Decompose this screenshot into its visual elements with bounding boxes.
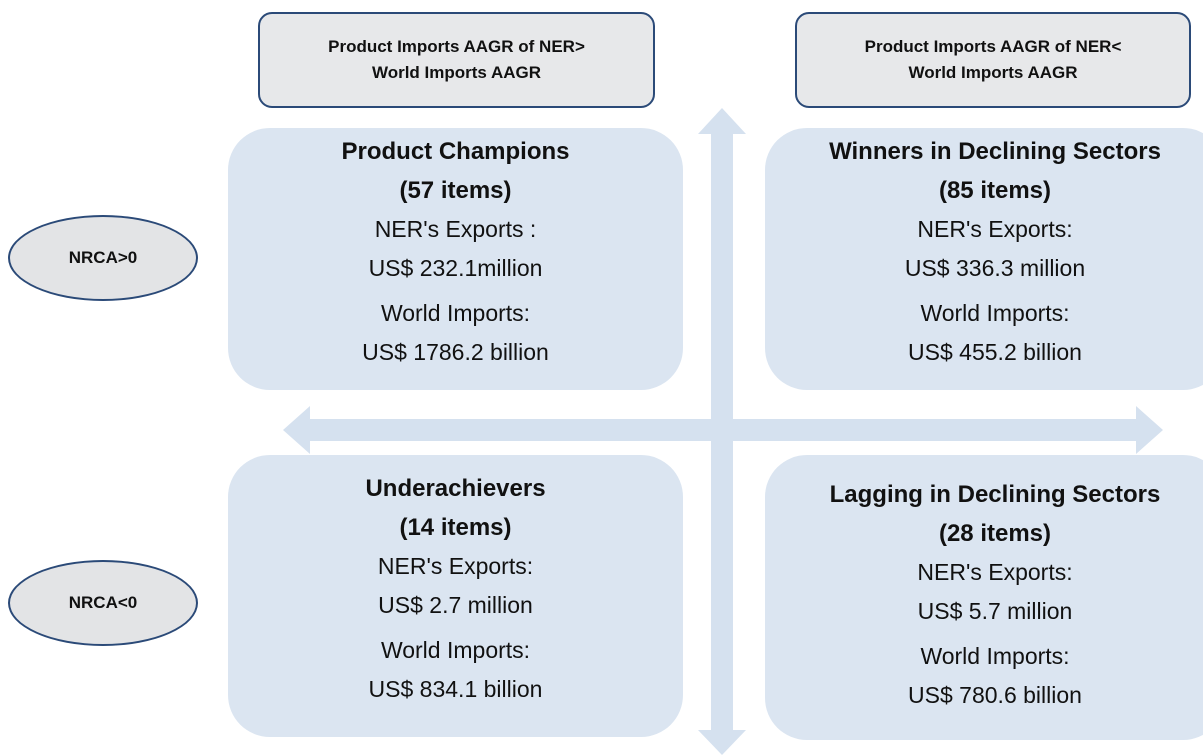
imports-value: US$ 1786.2 billion — [362, 339, 549, 365]
exports-label: NER's Exports : — [374, 216, 537, 242]
item-count: (85 items) — [938, 177, 1052, 204]
exports-value: US$ 336.3 million — [904, 255, 1086, 281]
item-count: (14 items) — [399, 514, 512, 541]
quadrant-title: Lagging in Declining Sectors — [829, 481, 1161, 508]
row-label: NRCA>0 — [8, 215, 198, 301]
row-text: NRCA>0 — [68, 248, 138, 267]
imports-label: World Imports: — [380, 637, 531, 663]
exports-value: US$ 2.7 million — [378, 592, 533, 618]
quadrant: Underachievers (14 items) NER's Exports: US… — [228, 455, 683, 737]
quadrant: Lagging in Declining Sectors (28 items) NE… — [765, 455, 1203, 740]
exports-label: NER's Exports: — [917, 216, 1073, 242]
imports-value: US$ 780.6 billion — [908, 682, 1082, 708]
horizontal-arrow — [283, 406, 1163, 454]
quadrant-title: Underachievers — [365, 475, 546, 502]
imports-label: World Imports: — [920, 643, 1070, 669]
column-header: Product Imports AAGR of NER> World Impor… — [258, 12, 655, 108]
column-header: Product Imports AAGR of NER< World Impor… — [795, 12, 1191, 108]
exports-label: NER's Exports: — [377, 553, 534, 579]
imports-label: World Imports: — [380, 300, 531, 326]
imports-value: US$ 455.2 billion — [908, 339, 1082, 365]
quadrant: Winners in Declining Sectors (85 items) NE… — [765, 128, 1203, 390]
exports-value: US$ 232.1million — [368, 255, 543, 281]
exports-value: US$ 5.7 million — [917, 598, 1073, 624]
item-count: (28 items) — [938, 520, 1052, 547]
quadrant: Product Champions (57 items) NER's Exports… — [228, 128, 683, 390]
header-line: World Imports AAGR — [371, 63, 542, 82]
quadrant-title: Product Champions — [341, 138, 570, 165]
row-label: NRCA<0 — [8, 560, 198, 646]
exports-label: NER's Exports: — [917, 559, 1073, 585]
header-line: World Imports AAGR — [908, 63, 1078, 82]
imports-value: US$ 834.1 billion — [368, 676, 543, 702]
imports-label: World Imports: — [920, 300, 1070, 326]
header-line: Product Imports AAGR of NER< — [864, 37, 1122, 56]
row-text: NRCA<0 — [68, 593, 138, 612]
item-count: (57 items) — [399, 177, 512, 204]
quadrant-title: Winners in Declining Sectors — [829, 138, 1161, 165]
header-line: Product Imports AAGR of NER> — [328, 37, 585, 56]
